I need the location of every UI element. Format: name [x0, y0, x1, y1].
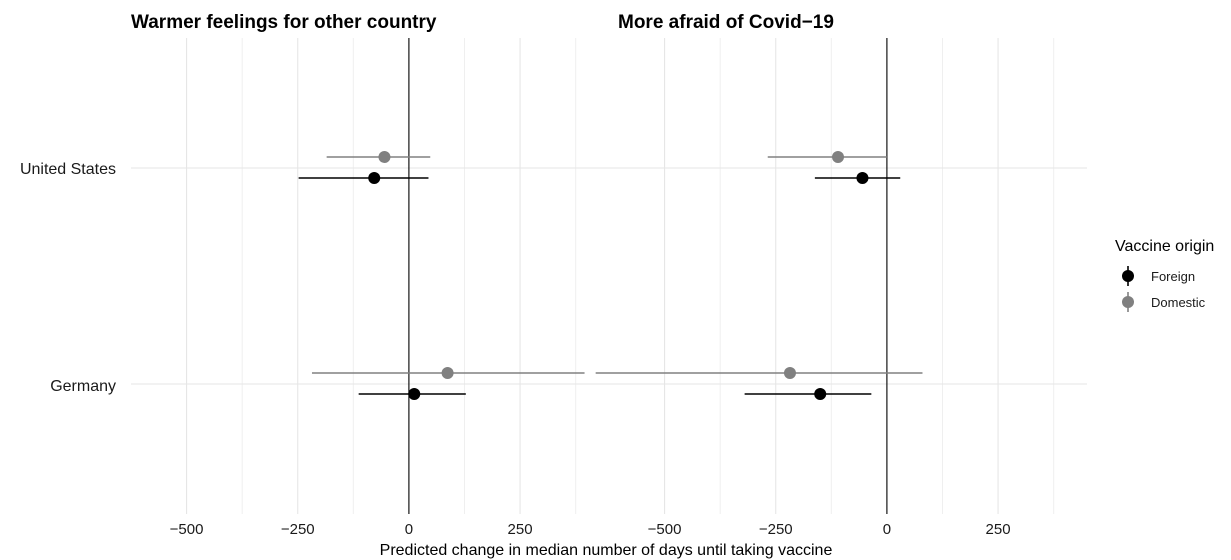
- legend-label-domestic: Domestic: [1151, 295, 1206, 310]
- x-axis-title: Predicted change in median number of day…: [380, 542, 833, 559]
- x-tick-label: 250: [508, 521, 533, 538]
- x-tick-label: 250: [986, 521, 1011, 538]
- mark-layer: −500 −250 0 250 −500 −250 0 250: [170, 38, 1011, 538]
- legend-foreign-marker: [1122, 270, 1134, 282]
- x-tick-label: 0: [405, 521, 413, 538]
- point-estimate: [441, 367, 454, 379]
- category-label-united-states: United States: [20, 161, 116, 178]
- grid-layer: [131, 38, 1087, 514]
- x-tick-label: −500: [170, 521, 204, 538]
- x-tick-label: −500: [648, 521, 682, 538]
- point-estimate: [408, 388, 421, 400]
- legend-label-foreign: Foreign: [1151, 269, 1195, 284]
- legend-item-domestic: Domestic: [1122, 292, 1206, 312]
- x-tick-label: 0: [883, 521, 891, 538]
- category-label-germany: Germany: [50, 378, 116, 395]
- x-tick-label: −250: [281, 521, 315, 538]
- point-estimate: [783, 367, 796, 379]
- x-tick-label: −250: [759, 521, 793, 538]
- panel-title-afraid-covid: More afraid of Covid−19: [618, 12, 834, 33]
- point-estimate: [368, 172, 381, 184]
- legend-item-foreign: Foreign: [1122, 266, 1195, 286]
- panel-title-warmer-feelings: Warmer feelings for other country: [131, 12, 437, 33]
- point-estimate: [831, 151, 844, 163]
- legend-domestic-marker: [1122, 296, 1134, 308]
- point-estimate: [814, 388, 827, 400]
- legend-title: Vaccine origin: [1115, 238, 1214, 255]
- point-estimate: [856, 172, 869, 184]
- point-estimate: [378, 151, 391, 163]
